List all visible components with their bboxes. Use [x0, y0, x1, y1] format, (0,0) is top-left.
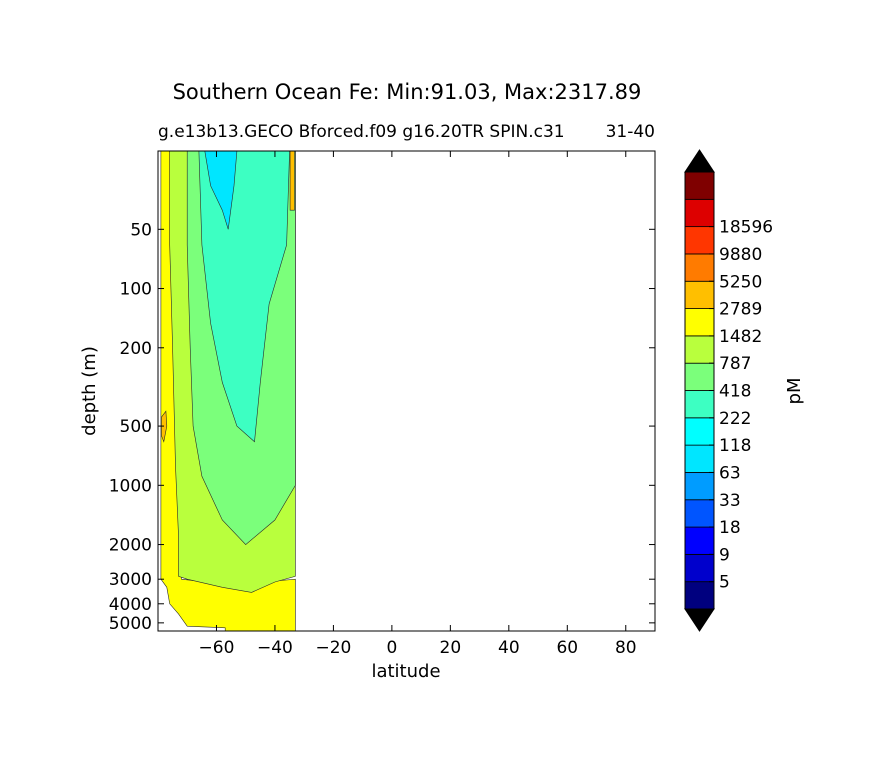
colorbar-tick-label: 1482 [719, 327, 762, 347]
y-tick-label: 50 [130, 220, 152, 240]
contour-field-6 [161, 410, 168, 443]
colorbar-tick-label: 418 [719, 382, 751, 402]
contour-field-5 [289, 151, 295, 211]
x-tick-label: 20 [440, 638, 462, 658]
colorbar-under-triangle [684, 608, 715, 632]
colorbar-tick-label: 222 [719, 409, 751, 429]
colorbar-segment [684, 499, 715, 528]
colorbar-label: pM [784, 378, 805, 405]
y-tick-label: 1000 [109, 476, 152, 496]
x-tick-label: −60 [199, 638, 235, 658]
chart-subtitle-left: g.e13b13.GECO Bforced.f09 g16.20TR SPIN.… [158, 122, 565, 142]
colorbar-tick-label: 787 [719, 354, 751, 374]
y-axis-label: depth (m) [79, 346, 100, 436]
colorbar-tick-label: 9 [719, 545, 730, 565]
y-tick-label: 5000 [109, 614, 152, 634]
colorbar-segment [684, 280, 715, 309]
colorbar-segment [684, 171, 715, 200]
x-tick-label: 80 [615, 638, 637, 658]
y-tick-label: 4000 [109, 595, 152, 615]
y-tick-label: 200 [120, 339, 152, 359]
colorbar-segment [684, 526, 715, 555]
y-tick-label: 500 [120, 417, 152, 437]
chart-title: Southern Ocean Fe: Min:91.03, Max:2317.8… [173, 80, 642, 104]
colorbar-tick-label: 18596 [719, 218, 773, 238]
colorbar-segment [684, 362, 715, 391]
plot-area: −60 −40 −20 0 20 40 60 80 50 100 200 500 1000 2000 30… [109, 150, 656, 658]
y-tick-label: 3000 [109, 570, 152, 590]
x-tick-label: 0 [386, 638, 397, 658]
colorbar-segment [684, 390, 715, 419]
chart-subtitle-right: 31-40 [606, 122, 655, 142]
colorbar-tick-label: 5250 [719, 272, 762, 292]
colorbar-frame [684, 171, 715, 610]
contour-fields [160, 151, 296, 631]
colorbar-tick-label: 33 [719, 491, 741, 511]
x-tick-label: 40 [498, 638, 520, 658]
x-tick-label: −40 [257, 638, 293, 658]
colorbar-tick-label: 63 [719, 463, 741, 483]
colorbar-segment [684, 198, 715, 228]
colorbar-segment [684, 226, 715, 255]
colorbar-segment [684, 335, 715, 364]
colorbar-tick-label: 9880 [719, 245, 762, 265]
y-tick-label: 100 [120, 280, 152, 300]
colorbar-over-triangle [684, 149, 715, 173]
x-tick-label: 60 [556, 638, 578, 658]
colorbar-tick-label: 5 [719, 573, 730, 593]
colorbar-segment [684, 581, 715, 610]
x-axis: −60 −40 −20 0 20 40 60 80 [199, 151, 637, 658]
colorbar-segment [684, 472, 715, 501]
x-axis-label: latitude [371, 661, 440, 682]
plot-frame [157, 150, 656, 632]
colorbar-segment [684, 444, 715, 473]
contour-field-4 [204, 151, 238, 230]
colorbar-segment [684, 553, 715, 583]
colorbar-segment [684, 417, 715, 446]
y-tick-label: 2000 [109, 536, 152, 556]
colorbar-tick-label: 2789 [719, 300, 762, 320]
colorbar-tick-label: 118 [719, 436, 751, 456]
colorbar: 5 9 18 33 63 118 222 418 787 1482 2789 5250 9880 1859… [684, 149, 773, 632]
colorbar-segment [684, 308, 715, 337]
colorbar-tick-label: 18 [719, 518, 741, 538]
x-tick-label: −20 [315, 638, 351, 658]
contour-field-3 [198, 151, 290, 443]
colorbar-segment [684, 253, 715, 282]
